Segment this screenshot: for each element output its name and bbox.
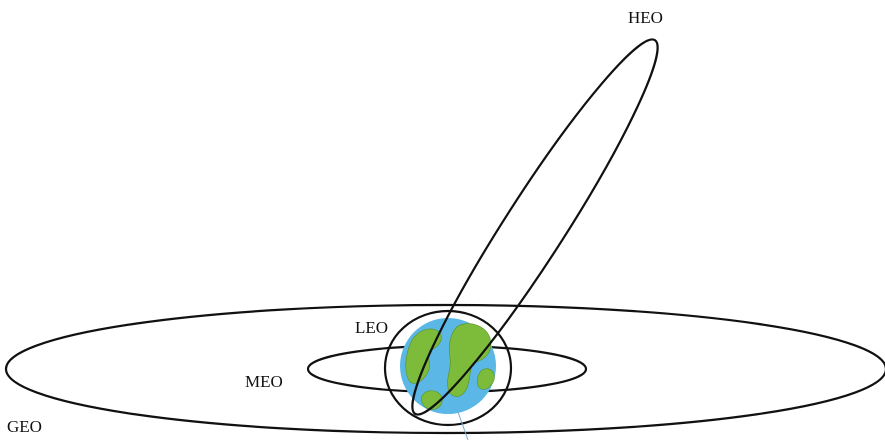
earth-continent-east (476, 368, 495, 390)
leo-orbit (383, 309, 513, 427)
earth-continent-americas (405, 328, 442, 384)
meo-label: MEO (245, 372, 283, 391)
heo-orbit (411, 38, 659, 416)
earth-continent-eurafrica (447, 323, 492, 397)
earth-globe-icon (400, 318, 496, 414)
pointer-line (457, 411, 469, 441)
geo-orbit (5, 303, 885, 435)
geo-label: GEO (7, 417, 42, 436)
earth-continent-south (420, 390, 443, 410)
leo-label: LEO (355, 318, 388, 337)
heo-label: HEO (628, 8, 663, 27)
